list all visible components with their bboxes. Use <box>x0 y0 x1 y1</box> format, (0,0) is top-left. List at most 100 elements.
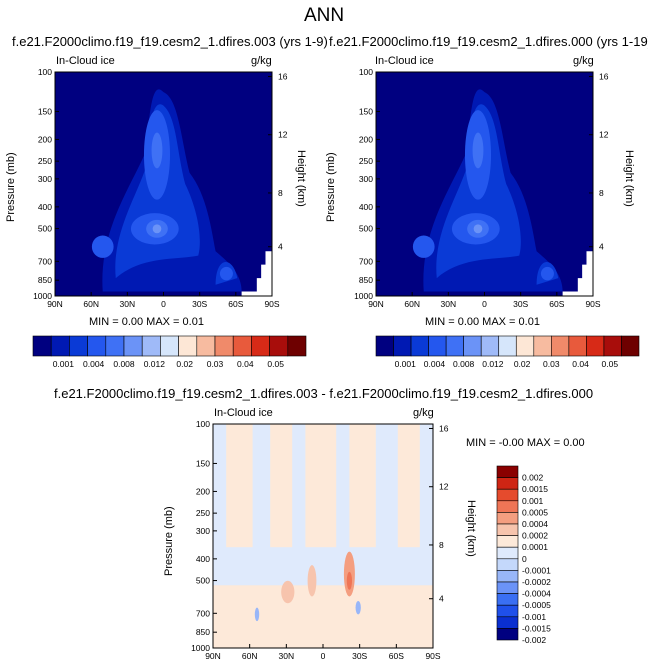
y-right-tick-label: 16 <box>439 423 449 433</box>
y-tick-label: 1000 <box>33 291 52 301</box>
y-tick-label: 400 <box>359 202 373 212</box>
colorbar-swatch <box>410 335 429 357</box>
x-tick-label: 90N <box>368 299 384 309</box>
y-tick-label: 500 <box>196 576 210 586</box>
colorbar-label: 0.0015 <box>522 484 548 494</box>
colorbar-swatch <box>496 570 519 583</box>
colorbar-swatch <box>69 335 88 357</box>
colorbar-label: -0.001 <box>522 612 546 622</box>
colorbar-label: 0.0002 <box>522 531 548 541</box>
contour-level-3-sh <box>540 266 554 281</box>
x-tick-label: 30N <box>120 299 136 309</box>
colorbar-swatch <box>232 335 252 357</box>
y-tick-label: 200 <box>196 486 210 496</box>
y-tick-label: 150 <box>38 106 52 116</box>
diff-positive-lower <box>213 585 433 648</box>
panel2-title: f.e21.F2000climo.f19_f19.cesm2_1.dfires.… <box>329 34 648 49</box>
x-tick-label: 90N <box>205 651 221 661</box>
colorbar-swatch <box>196 335 216 357</box>
colorbar-label: 0.001 <box>522 496 544 506</box>
panel1-variable-label: In-Cloud ice <box>56 55 115 67</box>
y-tick-label: 850 <box>196 627 210 637</box>
colorbar-swatch <box>251 335 270 357</box>
panel3-min-max: MIN = -0.00 MAX = 0.00 <box>466 437 585 449</box>
x-tick-label: 30N <box>441 299 457 309</box>
contour-level-3-sh <box>219 266 233 281</box>
colorbar-3 <box>496 465 519 641</box>
colorbar-swatch <box>515 335 535 357</box>
colorbar-swatch <box>287 335 307 357</box>
diff-positive-band <box>397 424 420 548</box>
diff-positive-band <box>226 424 253 548</box>
colorbar-swatch <box>496 558 519 571</box>
y-tick-label: 250 <box>38 156 52 166</box>
x-tick-label: 30S <box>513 299 528 309</box>
colorbar-label: -0.002 <box>522 635 546 645</box>
colorbar-swatch <box>496 535 519 548</box>
colorbar-swatch <box>603 335 622 357</box>
panel1-min-max: MIN = 0.00 MAX = 0.01 <box>89 316 204 328</box>
y-tick-label: 100 <box>359 67 373 77</box>
panel2-variable-label: In-Cloud ice <box>375 55 434 67</box>
x-tick-label: 60N <box>83 299 99 309</box>
x-tick-label: 30N <box>279 651 295 661</box>
diff-pos-blob <box>281 580 295 604</box>
contour-level-4-upper <box>472 132 484 169</box>
colorbar-label: 0.0001 <box>522 542 548 552</box>
y-tick-label: 500 <box>359 224 373 234</box>
y-tick-label: 400 <box>38 202 52 212</box>
contour-level-5 <box>473 224 483 234</box>
y-tick-label: 300 <box>38 174 52 184</box>
colorbar-label: 0 <box>522 554 527 564</box>
colorbar-swatch <box>496 616 519 629</box>
colorbar-swatch <box>214 335 234 357</box>
y-tick-label: 300 <box>359 174 373 184</box>
colorbar-label: 0.02 <box>176 359 193 369</box>
x-tick-label: 60S <box>549 299 564 309</box>
colorbar-label: 0.004 <box>83 359 105 369</box>
colorbar-swatch <box>50 335 70 357</box>
colorbar-swatch <box>496 628 519 641</box>
colorbar-label: 0.012 <box>144 359 166 369</box>
colorbar-swatch <box>375 335 394 357</box>
colorbar-label: 0.012 <box>482 359 504 369</box>
panel2-units-label: g/kg <box>573 55 594 67</box>
colorbar-label: -0.0015 <box>522 623 551 633</box>
y-tick-label: 700 <box>196 608 210 618</box>
contour-level-4-upper <box>151 132 163 169</box>
y-tick-label: 300 <box>196 526 210 536</box>
x-tick-label: 0 <box>482 299 487 309</box>
diff-neg-blob <box>355 600 361 615</box>
colorbar-swatch <box>123 335 143 357</box>
y-right-tick-label: 16 <box>599 71 609 81</box>
y-right-tick-label: 12 <box>278 130 288 140</box>
colorbar-label: -0.0005 <box>522 600 551 610</box>
y-right-tick-label: 4 <box>439 594 444 604</box>
y-right-tick-label: 4 <box>599 242 604 252</box>
colorbar-swatch <box>496 523 519 536</box>
y-tick-label: 1000 <box>191 643 210 653</box>
colorbar-swatch <box>496 500 519 513</box>
colorbar-swatch <box>428 335 447 357</box>
colorbar-label: 0.03 <box>543 359 560 369</box>
panel3-variable-label: In-Cloud ice <box>214 407 273 419</box>
main-title: ANN <box>303 5 345 26</box>
x-tick-label: 90S <box>425 651 440 661</box>
contour-level-5 <box>152 224 162 234</box>
colorbar-swatch <box>32 335 52 357</box>
panel1-units-label: g/kg <box>251 55 272 67</box>
x-tick-label: 90S <box>585 299 600 309</box>
colorbar-label: 0.04 <box>572 359 589 369</box>
x-tick-label: 30S <box>192 299 207 309</box>
colorbar-label: 0.05 <box>602 359 619 369</box>
colorbar-swatch <box>496 581 519 594</box>
diff-pos-blob <box>307 565 317 597</box>
colorbar-label: 0.001 <box>395 359 417 369</box>
y-tick-label: 850 <box>38 275 52 285</box>
panel1-title: f.e21.F2000climo.f19_f19.cesm2_1.dfires.… <box>12 34 328 49</box>
colorbar-swatch <box>393 335 412 357</box>
y-tick-label: 500 <box>38 224 52 234</box>
colorbar-swatch <box>496 488 519 502</box>
y-tick-label: 850 <box>359 275 373 285</box>
x-tick-label: 0 <box>161 299 166 309</box>
